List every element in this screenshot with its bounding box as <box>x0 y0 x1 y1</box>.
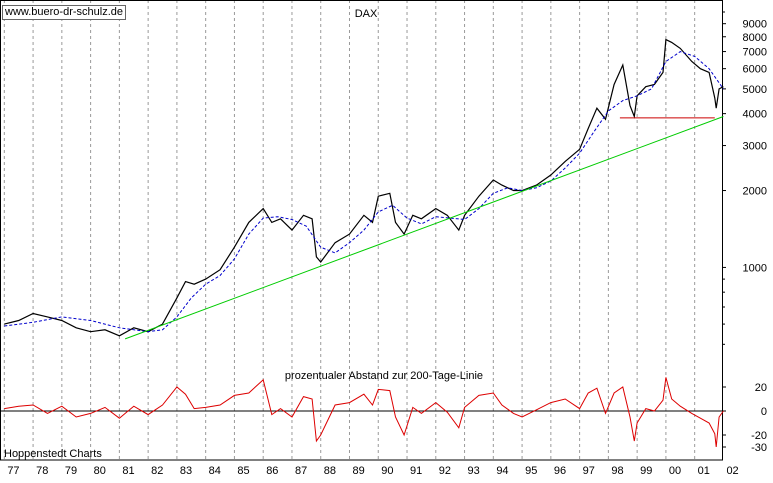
x-tick-label: 01 <box>698 465 710 477</box>
x-tick-label: 86 <box>266 465 278 477</box>
x-tick-label: 88 <box>324 465 336 477</box>
x-tick-label: 78 <box>36 465 48 477</box>
y-tick-label: 1000 <box>743 262 767 274</box>
y-tick-label: 4000 <box>743 109 767 121</box>
y-tick-label: 2000 <box>743 186 767 198</box>
trendline <box>124 116 724 340</box>
osc-y-tick-label: 20 <box>755 382 767 394</box>
y-tick-label: 7000 <box>743 47 767 59</box>
x-tick-label: 84 <box>209 465 221 477</box>
plot-frame <box>0 0 723 461</box>
x-tick-label: 90 <box>381 465 393 477</box>
x-tick-label: 02 <box>726 465 738 477</box>
y-tick-label: 9000 <box>743 19 767 31</box>
y-tick-label: 3000 <box>743 141 767 153</box>
x-tick-label: 81 <box>122 465 134 477</box>
y-tick-label: 6000 <box>743 64 767 76</box>
chart-title: DAX <box>355 8 378 20</box>
x-tick-label: 83 <box>180 465 192 477</box>
plot-border <box>0 0 723 461</box>
x-tick-label: 80 <box>94 465 106 477</box>
x-tick-label: 99 <box>640 465 652 477</box>
osc-y-tick-label: -30 <box>751 442 767 454</box>
x-tick-label: 97 <box>583 465 595 477</box>
grid-lines <box>3 0 696 460</box>
x-tick-label: 93 <box>468 465 480 477</box>
x-tick-label: 89 <box>352 465 364 477</box>
x-axis: 77 78 79 80 81 82 83 84 85 86 87 88 89 90 91 92 93 94 95 96… <box>7 465 738 477</box>
x-tick-label: 79 <box>65 465 77 477</box>
x-tick-label: 82 <box>151 465 163 477</box>
credit-label: Hoppenstedt Charts <box>4 448 102 460</box>
x-tick-label: 77 <box>7 465 19 477</box>
x-tick-label: 85 <box>237 465 249 477</box>
x-tick-label: 98 <box>611 465 623 477</box>
y-tick-label: 8000 <box>743 32 767 44</box>
oscillator-panel: 20 0 -20-30 <box>0 377 767 454</box>
y-tick-label: 5000 <box>743 84 767 96</box>
x-tick-label: 96 <box>554 465 566 477</box>
watermark-label: www.buero-dr-schulz.de <box>2 5 126 20</box>
oscillator-line <box>4 377 724 448</box>
x-tick-label: 91 <box>410 465 422 477</box>
moving-average-line <box>4 51 724 333</box>
x-tick-label: 92 <box>439 465 451 477</box>
x-tick-label: 95 <box>525 465 537 477</box>
x-tick-label: 00 <box>669 465 681 477</box>
osc-y-tick-label: -20 <box>751 430 767 442</box>
x-tick-label: 94 <box>496 465 508 477</box>
osc-y-tick-label: 0 <box>761 406 767 418</box>
x-tick-label: 87 <box>295 465 307 477</box>
oscillator-title: prozentualer Abstand zur 200-Tage-Linie <box>285 370 483 382</box>
dax-index-line <box>4 38 724 337</box>
